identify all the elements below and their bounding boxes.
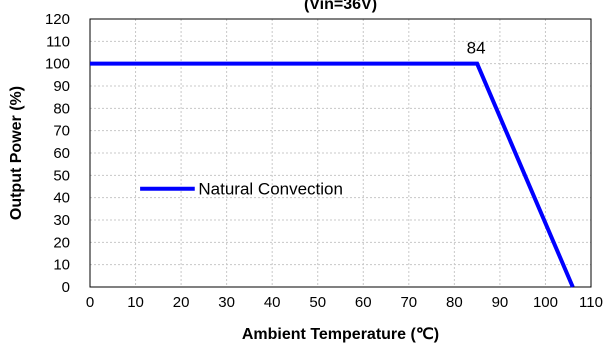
y-tick-label: 100 <box>45 56 70 73</box>
x-tick-label: 40 <box>264 294 281 311</box>
annotation-label: 84 <box>467 39 486 58</box>
y-tick-label: 80 <box>53 100 70 117</box>
x-axis-label: Ambient Temperature (℃) <box>242 326 439 343</box>
x-tick-label: 110 <box>579 294 603 311</box>
y-tick-label: 70 <box>53 123 70 140</box>
y-tick-label: 60 <box>53 145 70 162</box>
legend: Natural Convection <box>140 180 343 199</box>
x-tick-label: 90 <box>492 294 509 311</box>
plot-area-frame <box>89 18 592 288</box>
y-axis-ticks: 0 10 20 30 40 50 60 70 80 90 100 110 120 <box>45 11 70 296</box>
y-tick-label: 120 <box>45 11 70 28</box>
annotations: 84 <box>467 39 486 58</box>
x-tick-label: 20 <box>173 294 190 311</box>
y-tick-label: 20 <box>53 234 70 251</box>
chart-title: (Vin=36V) <box>304 0 377 13</box>
x-tick-label: 80 <box>446 294 463 311</box>
y-tick-label: 40 <box>53 190 70 207</box>
x-tick-label: 0 <box>86 294 94 311</box>
x-tick-label: 10 <box>127 294 144 311</box>
x-axis-ticks: 0 10 20 30 40 50 60 70 80 90 100 110 <box>86 294 603 311</box>
y-tick-label: 30 <box>53 212 70 229</box>
y-axis-label: Output Power (%) <box>8 86 25 220</box>
series-line <box>90 61 575 288</box>
y-tick-label: 90 <box>53 78 70 95</box>
x-tick-label: 60 <box>355 294 372 311</box>
y-tick-label: 110 <box>46 33 70 50</box>
x-tick-label: 50 <box>309 294 326 311</box>
y-tick-label: 10 <box>53 257 70 274</box>
y-tick-label: 50 <box>53 167 70 184</box>
x-tick-label: 70 <box>400 294 417 311</box>
legend-label: Natural Convection <box>198 180 343 199</box>
series-group <box>90 61 575 288</box>
x-tick-label: 30 <box>218 294 235 311</box>
y-tick-label: 0 <box>62 279 70 296</box>
x-tick-label: 100 <box>533 294 558 311</box>
